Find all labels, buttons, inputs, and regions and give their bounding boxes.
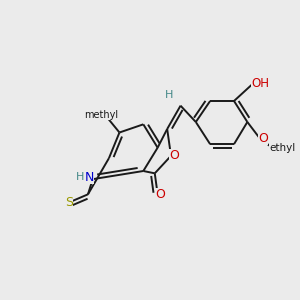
Text: N: N xyxy=(84,171,94,184)
Text: O: O xyxy=(258,132,268,145)
Text: H: H xyxy=(76,172,84,182)
Text: O: O xyxy=(156,188,166,201)
Text: ethyl: ethyl xyxy=(270,143,296,153)
Text: OH: OH xyxy=(252,77,270,90)
Text: O: O xyxy=(169,149,179,162)
Text: methyl: methyl xyxy=(84,110,118,119)
Text: H: H xyxy=(165,90,174,100)
Text: S: S xyxy=(65,196,73,209)
